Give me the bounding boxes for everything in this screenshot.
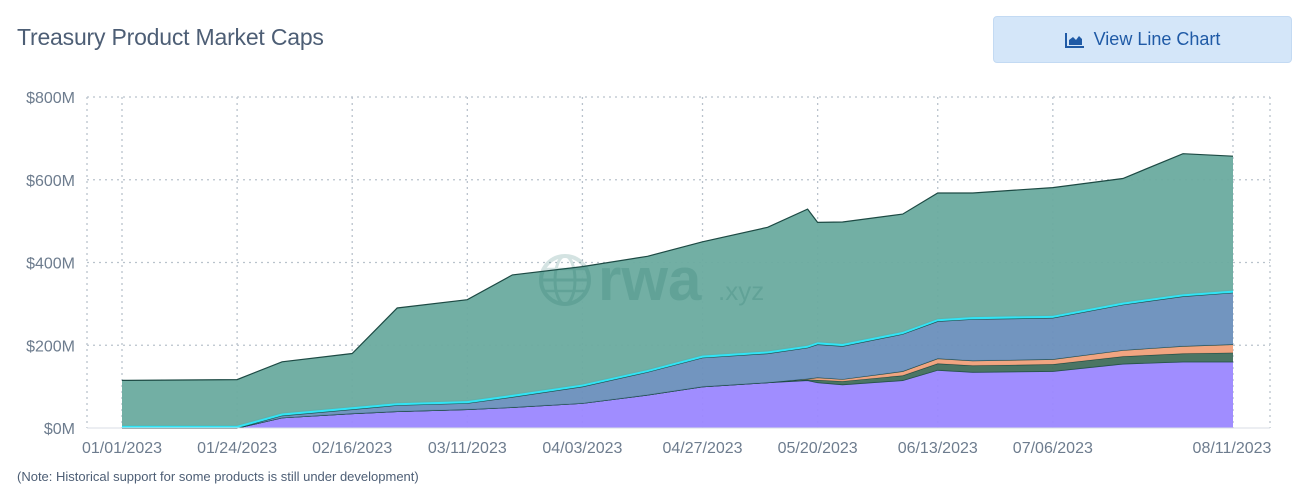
x-tick-label: 03/11/2023	[428, 440, 507, 457]
chart-axes: $0M $200M $400M $600M $800M 01/01/2023 01/24/2…	[26, 90, 1271, 457]
area-series-4	[122, 290, 1233, 428]
x-tick-label: 08/11/2023	[1193, 440, 1272, 457]
page-title: Treasury Product Market Caps	[17, 24, 324, 50]
area-chart-icon	[1064, 32, 1085, 48]
area-series-1	[122, 352, 1233, 428]
chart-areas	[121, 153, 1234, 429]
area-edge-5	[121, 153, 1234, 381]
x-tick-label: 01/24/2023	[197, 440, 277, 457]
x-tick-label: 07/06/2023	[1013, 440, 1093, 457]
x-tick-label: 04/27/2023	[662, 440, 742, 457]
market-cap-chart: rwa .xyz $0M $200M $400M $600M $800M 01/01/20…	[26, 90, 1271, 457]
view-line-chart-label: View Line Chart	[1093, 29, 1221, 49]
x-tick-label: 05/20/2023	[778, 440, 858, 457]
x-tick-label: 06/13/2023	[898, 440, 978, 457]
x-tick-label: 01/01/2023	[82, 440, 162, 457]
globe-icon	[539, 254, 591, 306]
x-tick-label: 04/03/2023	[542, 440, 622, 457]
y-tick-label: $200M	[26, 338, 75, 355]
x-tick-label: 02/16/2023	[312, 440, 392, 457]
footnote: (Note: Historical support for some produ…	[17, 469, 419, 484]
area-series-2	[122, 344, 1233, 428]
view-line-chart-button[interactable]: View Line Chart	[993, 16, 1292, 63]
y-tick-label: $400M	[26, 256, 75, 273]
watermark-suffix-text: .xyz	[718, 276, 764, 306]
watermark-main-text: rwa	[598, 246, 702, 313]
y-tick-label: $0M	[44, 421, 75, 438]
area-series-3	[122, 292, 1233, 428]
y-tick-label: $800M	[26, 90, 75, 107]
watermark: rwa .xyz	[539, 246, 764, 313]
y-tick-label: $600M	[26, 173, 75, 190]
area-series-5	[122, 153, 1233, 426]
